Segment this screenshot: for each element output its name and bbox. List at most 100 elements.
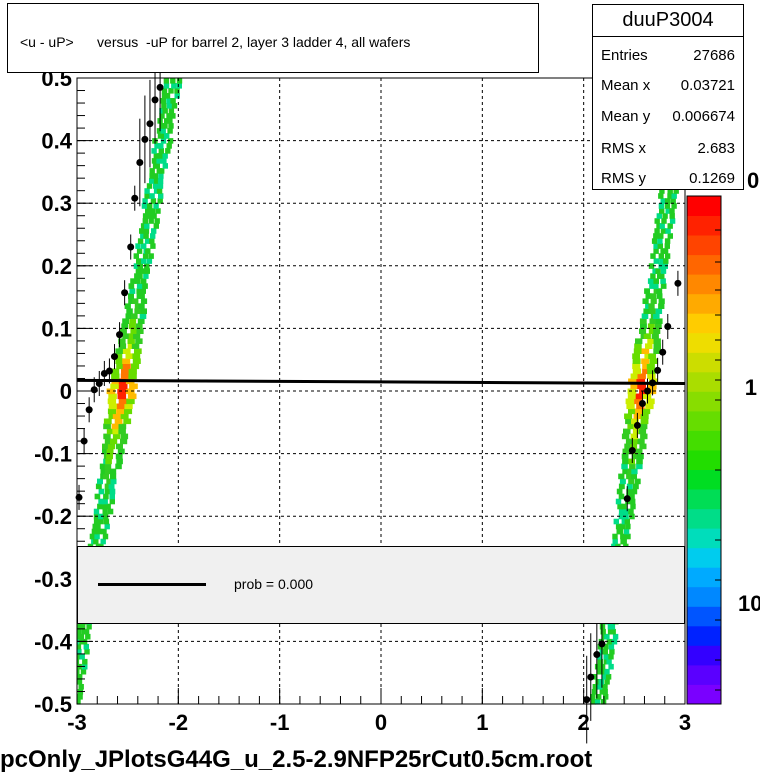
heat-cell: [645, 403, 654, 410]
heat-cell: [122, 358, 131, 364]
heat-cell: [156, 158, 162, 164]
heat-cell: [628, 478, 635, 485]
heat-cell: [645, 293, 652, 299]
heat-cell: [128, 373, 137, 380]
heat-cell: [604, 668, 610, 675]
heat-cell: [94, 533, 100, 540]
heat-cell: [95, 483, 102, 490]
heat-cell: [100, 468, 107, 475]
heat-cell: [632, 438, 640, 445]
heat-cell: [166, 143, 172, 149]
heat-cell: [93, 538, 99, 545]
heat-cell: [127, 338, 135, 344]
title-box: <u - uP> versus -uP for barrel 2, layer …: [7, 3, 539, 73]
heat-cell: [632, 428, 641, 435]
heat-cell: [134, 348, 142, 354]
heat-cell: [625, 523, 631, 530]
heat-cell: [103, 493, 109, 500]
profile-point: [649, 379, 657, 387]
heat-cell: [597, 658, 603, 665]
heat-cell: [673, 188, 679, 194]
heat-cell: [659, 188, 665, 194]
heat-cell: [162, 163, 168, 169]
heat-cell: [600, 628, 606, 635]
heat-cell: [149, 208, 156, 214]
heat-cell: [110, 368, 120, 375]
heat-cell: [109, 488, 116, 495]
heat-cell: [120, 438, 128, 445]
heat-cell: [106, 388, 116, 395]
heat-cell: [141, 203, 148, 209]
heat-cell: [612, 538, 618, 545]
heat-cell: [111, 423, 120, 430]
heat-cell: [91, 528, 98, 535]
heat-cell: [102, 473, 110, 480]
heat-cell: [631, 468, 638, 475]
heat-cell: [612, 533, 618, 540]
heat-cell: [647, 368, 656, 375]
color-palette: 1 10 0: [686, 168, 760, 705]
heat-cell: [115, 453, 123, 460]
heat-cell: [96, 528, 102, 535]
heat-cell: [626, 483, 633, 490]
palette-swatch: [687, 528, 721, 549]
heat-cell: [616, 488, 623, 495]
heat-cell: [640, 323, 647, 329]
heat-cell: [137, 238, 144, 244]
heat-cell: [77, 699, 81, 705]
heat-cell: [645, 303, 652, 309]
heat-cell: [617, 528, 624, 535]
heat-cell: [125, 353, 134, 359]
heat-cell: [647, 323, 655, 329]
heat-cell: [109, 498, 115, 505]
palette-swatch: [687, 586, 721, 607]
heat-cell: [621, 463, 628, 470]
heat-cell: [108, 393, 117, 400]
heat-cell: [624, 443, 632, 450]
heat-cell: [619, 523, 626, 530]
heat-cell: [632, 368, 642, 375]
heat-cell: [659, 258, 665, 264]
x-tick-label: 3: [679, 710, 691, 735]
heat-cell: [644, 288, 650, 294]
heat-cell: [599, 663, 606, 670]
heat-cell: [150, 243, 156, 249]
heat-cell: [144, 188, 150, 194]
profile-point: [136, 159, 144, 167]
heat-cell: [108, 483, 115, 490]
heat-cell: [122, 333, 130, 339]
heat-cell: [77, 694, 83, 700]
stats-label: Mean x: [601, 77, 651, 94]
heat-cell: [128, 293, 134, 299]
heat-cell: [630, 443, 638, 450]
heat-cell: [658, 303, 665, 309]
heat-cell: [156, 128, 163, 134]
palette-swatch: [687, 606, 721, 627]
heat-cell: [107, 408, 116, 415]
heat-cell: [106, 478, 113, 485]
heat-cell: [645, 343, 653, 349]
palette-swatch: [687, 196, 721, 216]
heat-cell: [627, 393, 637, 400]
palette-swatch: [687, 215, 721, 236]
heat-cell: [150, 198, 157, 204]
heat-cell: [94, 493, 101, 500]
heat-cell: [604, 633, 610, 640]
heat-cell: [653, 258, 659, 264]
heat-cell: [667, 233, 673, 239]
heat-cell: [608, 653, 614, 660]
stats-value: 0.03721: [680, 77, 735, 94]
heat-cell: [624, 518, 630, 525]
heat-cell: [112, 413, 121, 420]
palette-swatch: [687, 489, 721, 510]
heat-cell: [105, 458, 112, 465]
heat-cell: [135, 278, 141, 284]
heat-cell: [118, 428, 126, 435]
heat-cell: [621, 433, 630, 440]
profile-point: [127, 243, 135, 251]
heat-cell: [640, 433, 648, 440]
heat-cell: [132, 358, 141, 364]
heat-cell: [653, 278, 659, 284]
profile-point: [583, 696, 591, 704]
heat-cell: [143, 273, 149, 279]
